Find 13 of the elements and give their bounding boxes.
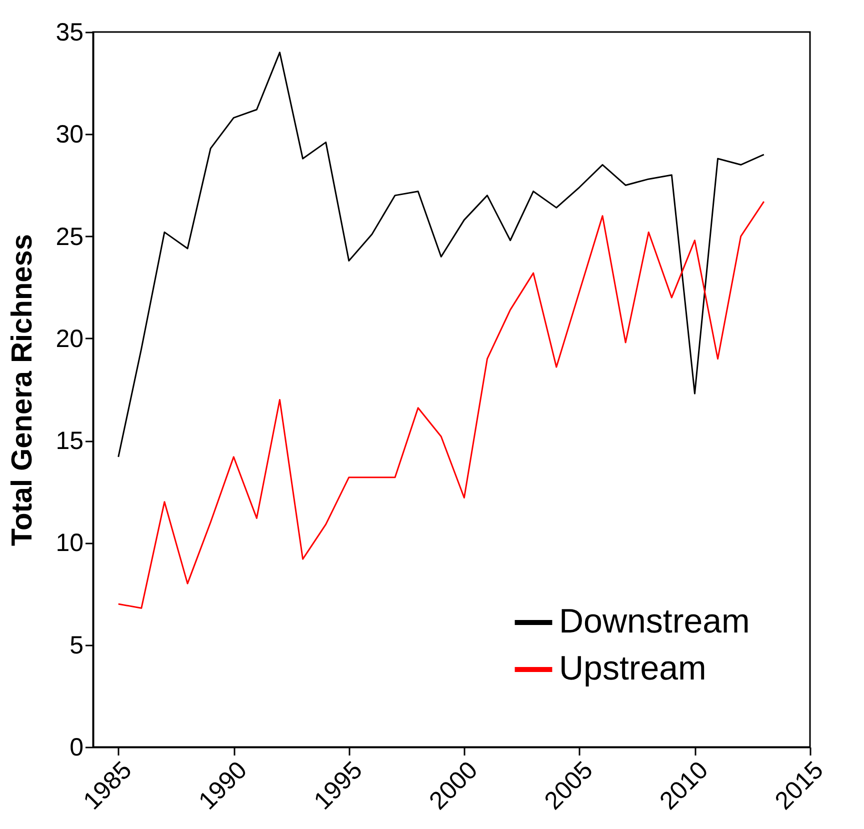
y-tick-label: 25 (56, 222, 84, 251)
y-tick-label: 30 (56, 120, 84, 149)
legend-label: Upstream (559, 650, 706, 688)
y-tick-label: 5 (70, 631, 84, 660)
y-tick-label: 0 (70, 734, 84, 762)
y-tick-label: 35 (56, 18, 84, 46)
legend-label: Downstream (559, 602, 750, 640)
y-tick-label: 20 (56, 324, 84, 353)
y-tick-label: 10 (56, 529, 84, 558)
y-tick-label: 15 (56, 427, 84, 456)
y-axis-title: Total Genera Richness (6, 234, 39, 546)
line-series (118, 200, 765, 609)
line-series (118, 52, 765, 458)
